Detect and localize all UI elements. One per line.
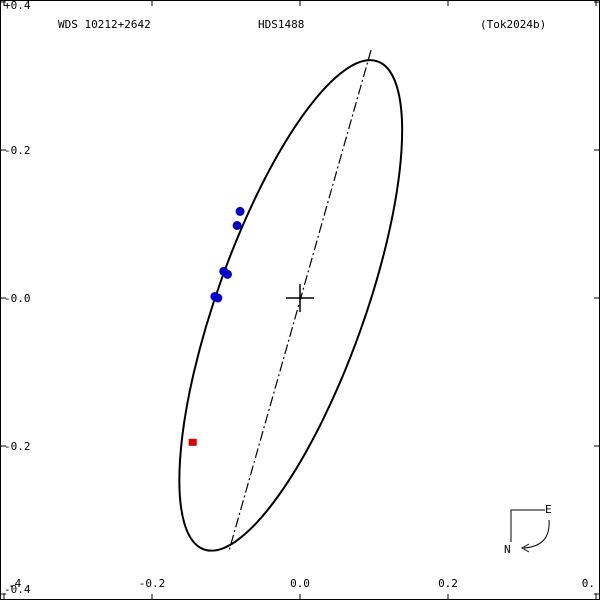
orbit-ellipse: [178, 59, 404, 552]
x-tick-label: 0.2: [438, 577, 458, 590]
x-tick-label: 0.0: [290, 577, 310, 590]
y-tick-label: -0.0: [4, 292, 31, 305]
observation-point: [222, 269, 232, 279]
compass-north-label: N: [504, 543, 511, 556]
primary-star-marker: [286, 284, 314, 312]
x-tick-label: -0.2: [139, 577, 166, 590]
compass-axes: [510, 509, 545, 542]
observation-points: [188, 206, 245, 446]
observation-point: [232, 220, 242, 230]
header-left-label: WDS 10212+2642: [58, 18, 151, 31]
y-tick-label: -0.4: [4, 583, 31, 596]
y-tick-label: +0.4: [4, 0, 31, 12]
header-right-label: (Tok2024b): [480, 18, 546, 31]
compass-arrow-arc: [523, 519, 550, 549]
axis-tick-labels: .4 -0.2 0.0 0.2 0. +0.4 -0.2 -0.0 -0.2 -0.4: [4, 0, 595, 596]
y-tick-label: -0.2: [4, 144, 31, 157]
x-tick-label: 0.: [582, 577, 595, 590]
compass-east-label: E: [545, 503, 552, 516]
observation-point: [235, 206, 245, 216]
compass-arrowhead: [520, 543, 530, 553]
observation-point: [213, 293, 223, 303]
compass-rose: E N: [504, 503, 552, 556]
observation-point-outlier: [188, 438, 197, 446]
y-tick-label: -0.2: [4, 440, 31, 453]
header-center-label: HDS1488: [258, 18, 304, 31]
x-tick-label: .4: [8, 577, 22, 590]
